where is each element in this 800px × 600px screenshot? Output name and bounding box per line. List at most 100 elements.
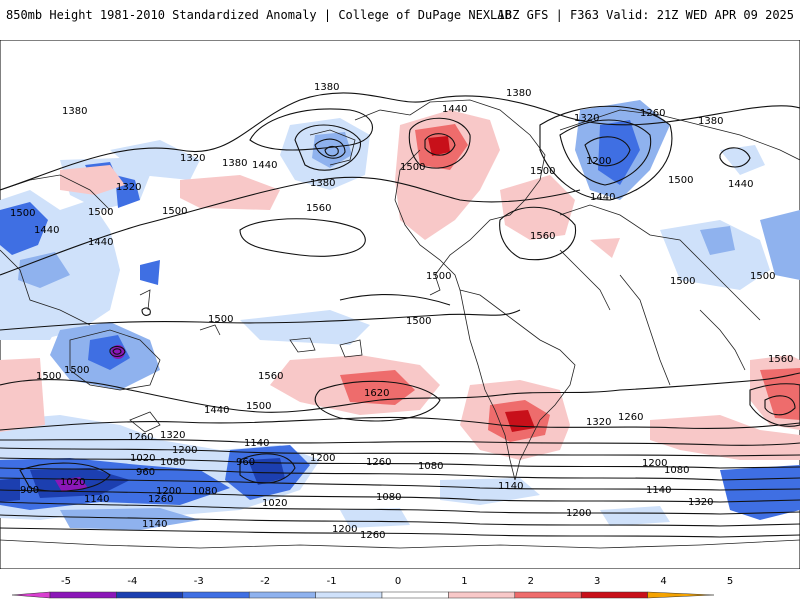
colorbar-segment [315, 591, 383, 599]
contour-label: 900 [20, 485, 39, 496]
colorbar-segment [182, 591, 250, 599]
colorbar-tick-label: -2 [260, 576, 270, 587]
colorbar-segment [11, 591, 51, 599]
contour-label: 1500 [10, 208, 35, 219]
contour-label: 1020 [130, 453, 155, 464]
contour-label: 1440 [442, 104, 467, 115]
contour-label: 1380 [506, 88, 531, 99]
contour-label: 1200 [566, 508, 591, 519]
colorbar-tick-label: -1 [327, 576, 337, 587]
anomaly-map: 1380 1380 1380 1380 1380 1380 1440 1440 … [0, 40, 800, 569]
contour-label: 960 [136, 467, 155, 478]
contour-label: 1260 [148, 494, 173, 505]
contour-label: 1200 [642, 458, 667, 469]
contour-label: 1500 [36, 371, 61, 382]
contour-label: 1080 [160, 457, 185, 468]
contour-label: 1200 [310, 453, 335, 464]
contour-label: 1200 [332, 524, 357, 535]
contour-label: 1380 [314, 82, 339, 93]
contour-label: 1560 [258, 371, 283, 382]
contour-label: 1500 [750, 271, 775, 282]
contour-label: 1320 [160, 430, 185, 441]
contour-label: 1500 [64, 365, 89, 376]
colorbar-segment [448, 591, 516, 599]
contour-label: 1260 [366, 457, 391, 468]
map-title: 850mb Height 1981-2010 Standardized Anom… [6, 8, 512, 22]
contour-label: 1500 [530, 166, 555, 177]
contour-label: 1440 [88, 237, 113, 248]
contour-label: 1500 [668, 175, 693, 186]
colorbar-tick-label: 4 [660, 576, 666, 587]
contour-label: 1140 [646, 485, 671, 496]
colorbar-tick-label: -5 [61, 576, 71, 587]
contour-label: 1200 [586, 156, 611, 167]
contour-label: 1500 [246, 401, 271, 412]
colorbar-segment [514, 591, 582, 599]
contour-label: 1140 [498, 481, 523, 492]
contour-label: 1500 [670, 276, 695, 287]
contour-label: 1500 [88, 207, 113, 218]
contour-label: 1380 [310, 178, 335, 189]
negative-anomaly-shading [0, 100, 800, 530]
contour-label: 1560 [530, 231, 555, 242]
contour-label: 1440 [34, 225, 59, 236]
contour-label: 1200 [156, 486, 181, 497]
colorbar-tick-label: 0 [395, 576, 401, 587]
contour-label: 1200 [172, 445, 197, 456]
contour-label: 1320 [574, 113, 599, 124]
contour-labels: 1380 1380 1380 1380 1380 1380 1440 1440 … [10, 82, 793, 541]
contour-label: 1380 [62, 106, 87, 117]
contour-label: 1560 [768, 354, 793, 365]
height-contours [0, 92, 800, 538]
colorbar-legend: -5 -4 -3 -2 -1 0 1 2 3 4 5 [11, 576, 733, 599]
contour-label: 1020 [60, 477, 85, 488]
contour-label: 1500 [208, 314, 233, 325]
colorbar-tick-label: -3 [194, 576, 204, 587]
contour-label: 1440 [728, 179, 753, 190]
contour-label: 1140 [244, 438, 269, 449]
contour-label: 1380 [222, 158, 247, 169]
colorbar-segment [49, 591, 117, 599]
colorbar-tick-label: 1 [461, 576, 467, 587]
colorbar-segment [116, 591, 184, 599]
map-header: 850mb Height 1981-2010 Standardized Anom… [0, 0, 800, 38]
colorbar-tick-labels: -5 -4 -3 -2 -1 0 1 2 3 4 5 [61, 576, 733, 587]
colorbar-tick-label: -4 [127, 576, 137, 587]
positive-anomaly-shading [0, 110, 800, 460]
contour-label: 1320 [586, 417, 611, 428]
contour-label: 1140 [84, 494, 109, 505]
contour-label: 1020 [262, 498, 287, 509]
contour-label: 1320 [688, 497, 713, 508]
contour-label: 1500 [426, 271, 451, 282]
contour-label: 1080 [664, 465, 689, 476]
colorbar-tick-label: 3 [594, 576, 600, 587]
contour-label: 1620 [364, 388, 389, 399]
colorbar-segment [580, 591, 648, 599]
contour-label: 1500 [162, 206, 187, 217]
contour-label: 1140 [142, 519, 167, 530]
colorbar-tick-label: 2 [528, 576, 534, 587]
colorbar-segment [647, 591, 715, 599]
colorbar-tick-label: 5 [727, 576, 733, 587]
contour-label: 1260 [618, 412, 643, 423]
contour-label: 1380 [698, 116, 723, 127]
contour-label: 1560 [306, 203, 331, 214]
colorbar-segment [381, 591, 449, 599]
contour-label: 1080 [192, 486, 217, 497]
contour-label: 1440 [204, 405, 229, 416]
contour-label: 1260 [640, 108, 665, 119]
contour-label: 1080 [376, 492, 401, 503]
contour-label: 1080 [418, 461, 443, 472]
contour-label: 960 [236, 457, 255, 468]
contour-label: 1260 [360, 530, 385, 541]
contour-label: 1260 [128, 432, 153, 443]
contour-label: 1500 [406, 316, 431, 327]
colorbar-segments [11, 591, 715, 599]
contour-label: 1500 [400, 162, 425, 173]
model-run-info: 18Z GFS | F363 Valid: 21Z WED APR 09 202… [497, 8, 794, 22]
colorbar-segment [248, 591, 316, 599]
contour-label: 1440 [590, 192, 615, 203]
contour-label: 1320 [180, 153, 205, 164]
contour-label: 1440 [252, 160, 277, 171]
contour-label: 1320 [116, 182, 141, 193]
